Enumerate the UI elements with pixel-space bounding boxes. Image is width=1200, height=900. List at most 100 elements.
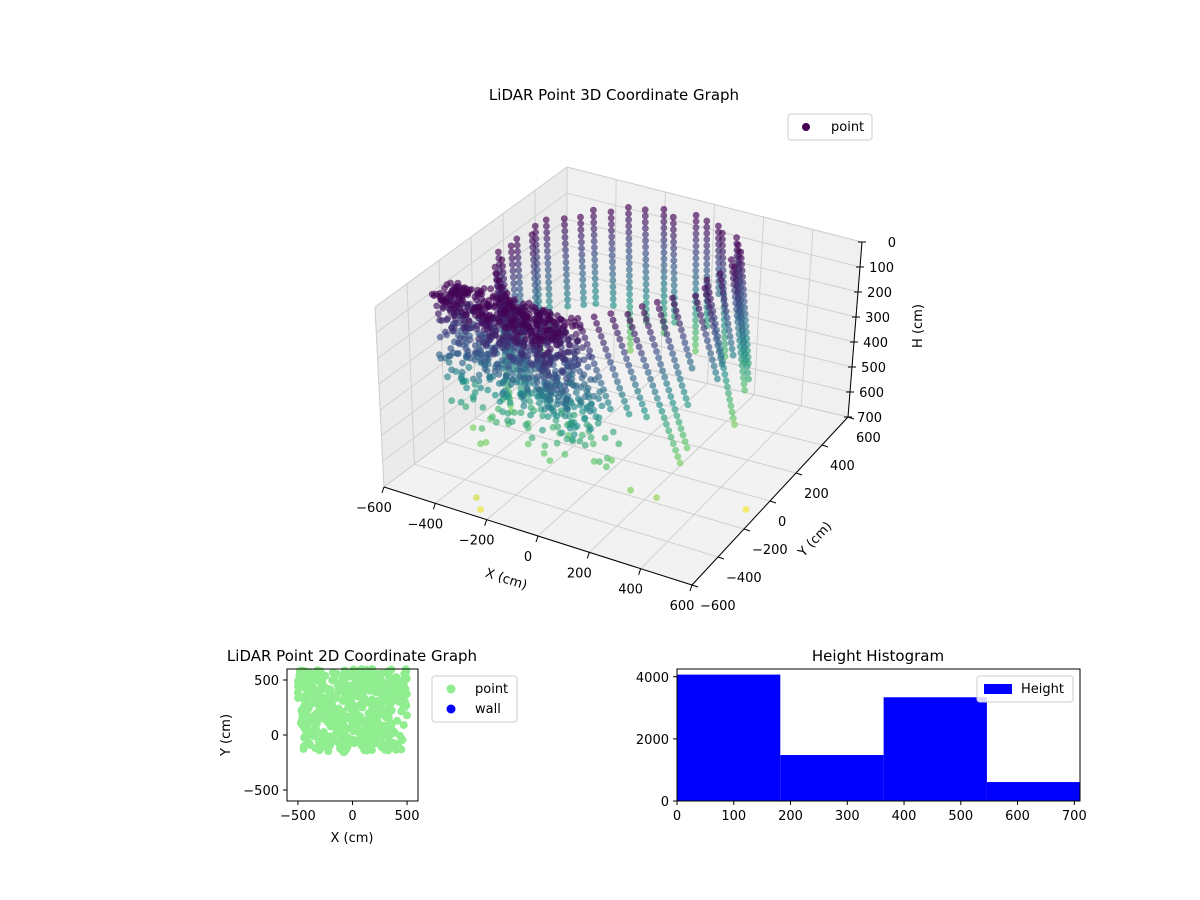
data-point-3d xyxy=(676,459,684,467)
point-cloud-3d xyxy=(428,204,752,513)
data-point-3d xyxy=(445,359,453,366)
data-point-3d xyxy=(592,293,600,301)
data-point-2d xyxy=(393,716,402,725)
data-point-3d xyxy=(669,350,676,357)
data-point-3d xyxy=(515,266,523,274)
data-point-3d xyxy=(557,316,565,323)
data-point-3d xyxy=(724,320,732,328)
data-point-3d xyxy=(642,262,650,270)
data-point-3d xyxy=(627,486,634,494)
data-point-3d xyxy=(697,311,704,319)
data-point-3d xyxy=(660,298,668,306)
data-point-3d xyxy=(442,328,449,336)
data-point-3d xyxy=(720,295,728,303)
data-point-3d xyxy=(685,352,692,359)
data-point-2d xyxy=(324,693,332,702)
grid-line-left-y xyxy=(374,306,385,488)
data-point-2d xyxy=(392,673,401,682)
data-point-3d xyxy=(580,356,588,364)
data-point-3d xyxy=(531,281,539,289)
data-point-3d xyxy=(642,243,649,251)
legend-box xyxy=(787,113,873,141)
data-point-3d xyxy=(553,400,561,408)
data-point-3d xyxy=(506,399,514,406)
y-tick-label-2d: −500 xyxy=(243,784,279,799)
axes-histogram: Height Histogram 0 100 200 300 400 500 600 700 … xyxy=(636,647,1087,824)
point-cloud-2d xyxy=(293,665,411,757)
data-point-3d xyxy=(508,248,515,256)
data-point-3d xyxy=(626,291,633,298)
legend-box-histogram xyxy=(976,675,1074,703)
data-point-3d xyxy=(445,352,453,360)
data-point-3d xyxy=(676,375,684,383)
data-point-2d xyxy=(340,744,349,753)
data-point-3d xyxy=(457,398,465,406)
data-point-3d xyxy=(547,384,554,391)
data-point-3d xyxy=(635,343,643,351)
data-point-3d xyxy=(745,375,752,383)
data-point-3d xyxy=(603,454,611,462)
data-point-3d xyxy=(545,396,553,404)
data-point-3d xyxy=(590,212,597,220)
data-point-3d xyxy=(642,274,650,282)
data-point-3d xyxy=(731,421,738,428)
legend-marker-point xyxy=(802,123,810,131)
data-point-2d xyxy=(357,681,366,690)
data-point-3d xyxy=(649,335,656,342)
x-axis-label-2d: X (cm) xyxy=(331,831,374,846)
data-point-3d xyxy=(672,446,679,454)
data-point-3d xyxy=(544,266,552,274)
data-point-3d xyxy=(493,418,500,426)
y-tick-label-2d: 500 xyxy=(254,674,279,689)
data-point-3d xyxy=(692,255,700,262)
data-point-3d xyxy=(608,239,616,247)
x-tick-label-3d: −600 xyxy=(356,501,392,516)
data-point-3d xyxy=(563,395,570,403)
data-point-3d xyxy=(465,318,473,325)
data-point-3d xyxy=(453,299,461,306)
data-point-3d xyxy=(610,301,617,309)
data-point-3d xyxy=(688,364,696,372)
data-point-3d xyxy=(609,289,617,297)
data-point-3d xyxy=(546,457,554,464)
data-point-3d xyxy=(611,371,619,379)
data-point-3d xyxy=(530,268,538,276)
data-point-3d xyxy=(674,313,682,321)
data-point-3d xyxy=(591,281,599,289)
legend-label-point-2d: point xyxy=(475,682,508,697)
data-point-3d xyxy=(651,341,658,349)
data-point-2d xyxy=(400,703,409,712)
data-point-3d xyxy=(590,219,598,226)
y-tick-mark-3d xyxy=(743,528,751,532)
data-point-3d xyxy=(528,434,536,442)
data-point-3d xyxy=(436,316,443,324)
data-point-3d xyxy=(667,393,675,400)
data-point-3d xyxy=(692,267,700,275)
data-point-3d xyxy=(428,290,436,298)
data-point-3d xyxy=(703,260,711,268)
data-point-3d xyxy=(577,213,584,221)
data-point-3d xyxy=(563,271,570,279)
data-point-3d xyxy=(702,291,710,298)
data-point-3d xyxy=(663,380,671,387)
data-point-3d xyxy=(692,230,700,238)
data-point-3d xyxy=(590,313,598,321)
data-point-2d xyxy=(363,730,372,739)
data-point-3d xyxy=(519,392,527,400)
data-point-3d xyxy=(660,212,668,219)
data-point-3d xyxy=(592,287,599,295)
data-point-2d xyxy=(367,695,376,704)
data-point-3d xyxy=(676,320,683,327)
data-point-3d xyxy=(554,423,562,431)
data-point-3d xyxy=(492,331,499,339)
data-point-3d xyxy=(607,405,614,413)
x-tick-mark-3d xyxy=(586,552,590,559)
data-point-3d xyxy=(719,248,727,256)
data-point-3d xyxy=(670,238,677,246)
y-tick-label-2d: 0 xyxy=(271,729,279,744)
data-point-3d xyxy=(669,213,677,221)
data-point-3d xyxy=(692,261,700,268)
data-point-2d xyxy=(324,747,333,756)
data-point-3d xyxy=(561,412,569,420)
data-point-3d xyxy=(564,335,572,343)
